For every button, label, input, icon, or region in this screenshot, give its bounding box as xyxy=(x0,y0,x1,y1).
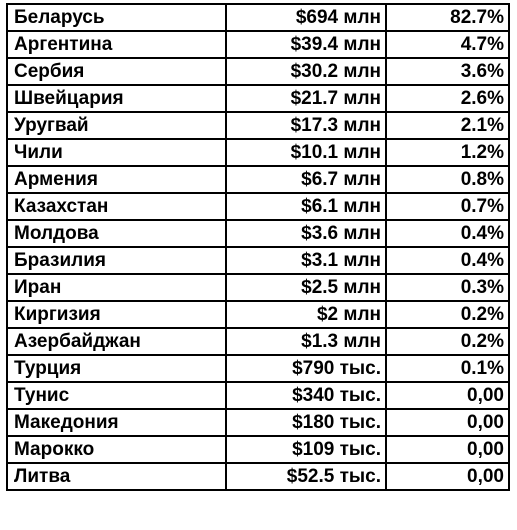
share-cell: 0.1% xyxy=(385,354,510,383)
share-cell: 0,00 xyxy=(385,381,510,410)
table-row: Швейцария $21.7 млн 2.6% xyxy=(6,84,510,113)
table-row: Тунис $340 тыс. 0,00 xyxy=(6,381,510,410)
table-row: Армения $6.7 млн 0.8% xyxy=(6,165,510,194)
country-cell: Казахстан xyxy=(6,192,227,221)
amount-cell: $52.5 тыс. xyxy=(225,462,387,491)
amount-cell: $3.6 млн xyxy=(225,219,387,248)
country-cell: Литва xyxy=(6,462,227,491)
country-cell: Молдова xyxy=(6,219,227,248)
amount-cell: $6.1 млн xyxy=(225,192,387,221)
table-row: Чили $10.1 млн 1.2% xyxy=(6,138,510,167)
share-cell: 0.2% xyxy=(385,327,510,356)
table-row: Турция $790 тыс. 0.1% xyxy=(6,354,510,383)
share-cell: 0.2% xyxy=(385,300,510,329)
share-cell: 0,00 xyxy=(385,408,510,437)
country-cell: Швейцария xyxy=(6,84,227,113)
table-row: Азербайджан $1.3 млн 0.2% xyxy=(6,327,510,356)
amount-cell: $340 тыс. xyxy=(225,381,387,410)
amount-cell: $3.1 млн xyxy=(225,246,387,275)
amount-cell: $39.4 млн xyxy=(225,30,387,59)
share-cell: 0.7% xyxy=(385,192,510,221)
country-cell: Азербайджан xyxy=(6,327,227,356)
country-cell: Марокко xyxy=(6,435,227,464)
country-cell: Аргентина xyxy=(6,30,227,59)
country-cell: Тунис xyxy=(6,381,227,410)
share-cell: 0,00 xyxy=(385,462,510,491)
amount-cell: $21.7 млн xyxy=(225,84,387,113)
share-cell: 0.4% xyxy=(385,246,510,275)
country-cell: Киргизия xyxy=(6,300,227,329)
country-cell: Чили xyxy=(6,138,227,167)
amount-cell: $30.2 млн xyxy=(225,57,387,86)
share-cell: 0,00 xyxy=(385,435,510,464)
table-row: Аргентина $39.4 млн 4.7% xyxy=(6,30,510,59)
table-row: Марокко $109 тыс. 0,00 xyxy=(6,435,510,464)
amount-cell: $10.1 млн xyxy=(225,138,387,167)
table-row: Молдова $3.6 млн 0.4% xyxy=(6,219,510,248)
table-row: Уругвай $17.3 млн 2.1% xyxy=(6,111,510,140)
export-table: Беларусь $694 млн 82.7% Аргентина $39.4 млн… xyxy=(6,3,510,491)
amount-cell: $109 тыс. xyxy=(225,435,387,464)
table-row: Иран $2.5 млн 0.3% xyxy=(6,273,510,302)
amount-cell: $1.3 млн xyxy=(225,327,387,356)
country-cell: Иран xyxy=(6,273,227,302)
share-cell: 2.6% xyxy=(385,84,510,113)
country-cell: Уругвай xyxy=(6,111,227,140)
share-cell: 1.2% xyxy=(385,138,510,167)
share-cell: 0.8% xyxy=(385,165,510,194)
country-cell: Македония xyxy=(6,408,227,437)
table-row: Киргизия $2 млн 0.2% xyxy=(6,300,510,329)
table-row: Сербия $30.2 млн 3.6% xyxy=(6,57,510,86)
share-cell: 0.4% xyxy=(385,219,510,248)
country-cell: Армения xyxy=(6,165,227,194)
share-cell: 3.6% xyxy=(385,57,510,86)
table-row: Македония $180 тыс. 0,00 xyxy=(6,408,510,437)
amount-cell: $694 млн xyxy=(225,3,387,32)
amount-cell: $790 тыс. xyxy=(225,354,387,383)
country-cell: Турция xyxy=(6,354,227,383)
share-cell: 82.7% xyxy=(385,3,510,32)
share-cell: 0.3% xyxy=(385,273,510,302)
table-row: Бразилия $3.1 млн 0.4% xyxy=(6,246,510,275)
country-cell: Бразилия xyxy=(6,246,227,275)
country-cell: Беларусь xyxy=(6,3,227,32)
share-cell: 4.7% xyxy=(385,30,510,59)
country-cell: Сербия xyxy=(6,57,227,86)
share-cell: 2.1% xyxy=(385,111,510,140)
amount-cell: $17.3 млн xyxy=(225,111,387,140)
amount-cell: $180 тыс. xyxy=(225,408,387,437)
amount-cell: $2 млн xyxy=(225,300,387,329)
table-row: Казахстан $6.1 млн 0.7% xyxy=(6,192,510,221)
table-body: Беларусь $694 млн 82.7% Аргентина $39.4 млн… xyxy=(6,3,510,491)
table-row: Литва $52.5 тыс. 0,00 xyxy=(6,462,510,491)
amount-cell: $6.7 млн xyxy=(225,165,387,194)
table-row: Беларусь $694 млн 82.7% xyxy=(6,3,510,32)
amount-cell: $2.5 млн xyxy=(225,273,387,302)
